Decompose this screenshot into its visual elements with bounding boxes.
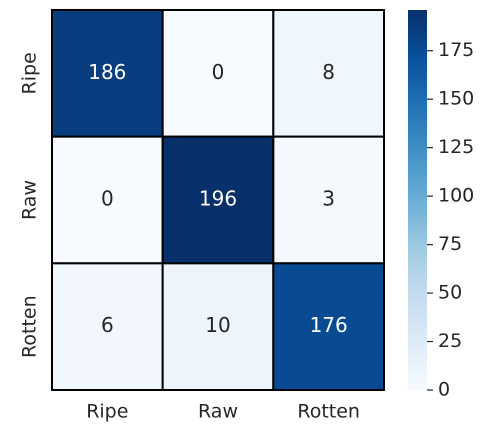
colorbar-tick-label: 25	[438, 330, 462, 352]
y-tick-label: Rotten	[19, 295, 41, 358]
heatmap-cell	[272, 9, 386, 138]
cell-label: 10	[205, 313, 230, 337]
x-tick-label: Raw	[198, 401, 238, 423]
cell-label: 0	[212, 60, 225, 84]
colorbar-tick-label: 150	[438, 88, 474, 110]
cell-label: 6	[101, 313, 114, 337]
heatmap-cell	[161, 9, 275, 138]
colorbar-tick-label: 100	[438, 185, 474, 207]
x-tick-label: Rotten	[297, 401, 360, 423]
cell-label: 0	[101, 187, 114, 211]
heatmap-cell	[51, 9, 164, 138]
cell-label: 176	[310, 313, 348, 337]
heatmap-cell	[161, 262, 275, 392]
cell-label: 196	[199, 187, 237, 211]
x-tick-label: Ripe	[86, 401, 128, 423]
colorbar	[408, 10, 427, 390]
colorbar-tick-label: 125	[438, 136, 474, 158]
heatmap-cell	[51, 262, 164, 392]
cell-label: 8	[322, 60, 335, 84]
heatmap-cell	[272, 262, 386, 392]
y-tick-label: Raw	[19, 180, 41, 220]
y-tick-label: Ripe	[19, 52, 41, 94]
colorbar-tick-label: 0	[438, 379, 450, 401]
colorbar-tick-label: 75	[438, 233, 462, 255]
colorbar-tick-label: 175	[438, 39, 474, 61]
colorbar-tick-label: 50	[438, 282, 462, 304]
heatmap-cell	[272, 135, 386, 265]
cell-label: 3	[322, 187, 335, 211]
cell-label: 186	[88, 60, 126, 84]
